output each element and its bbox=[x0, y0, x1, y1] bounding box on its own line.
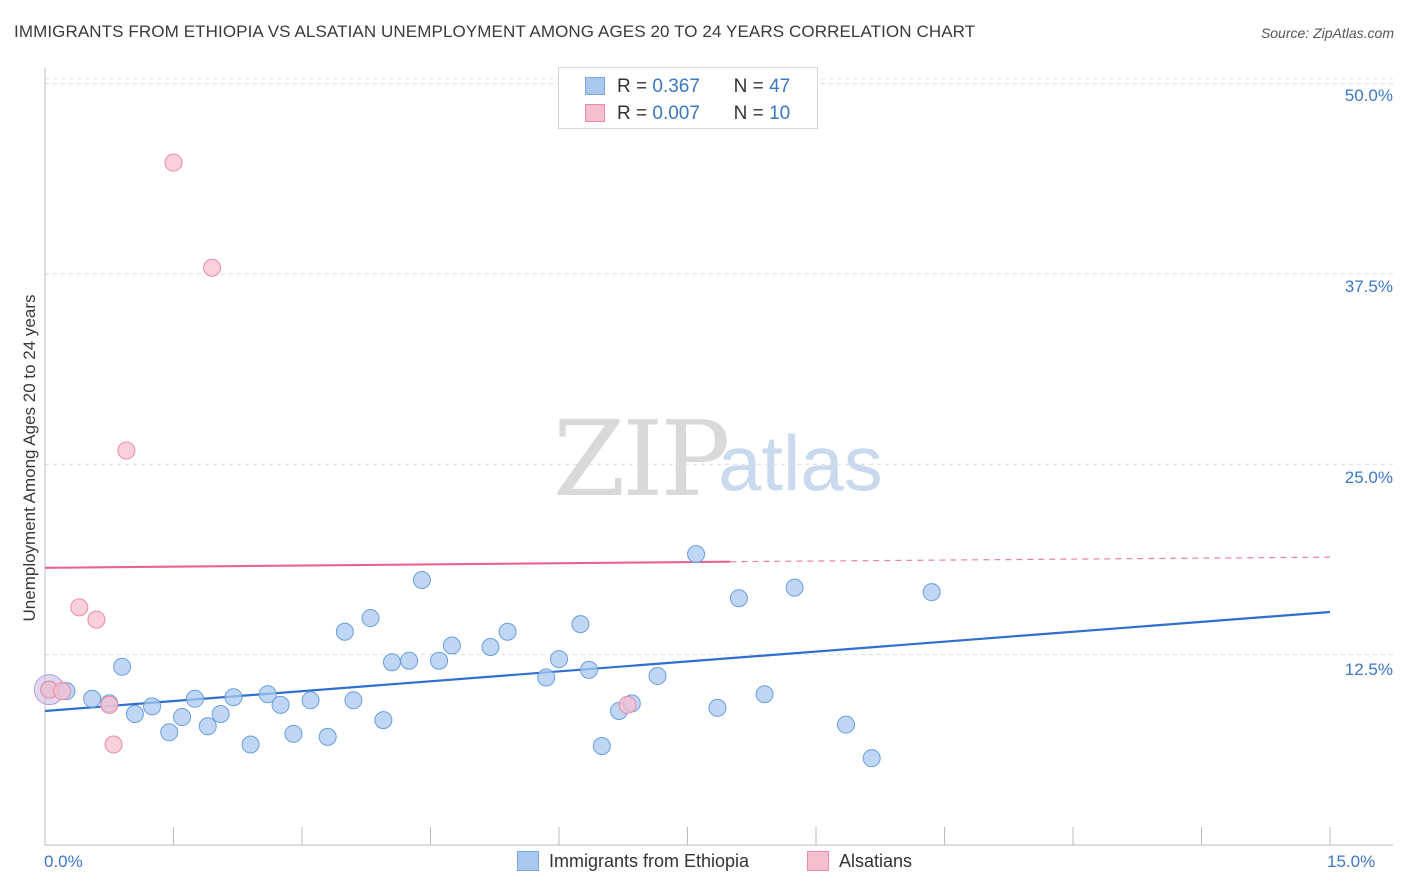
data-point bbox=[412, 570, 431, 589]
data-point bbox=[164, 153, 183, 172]
data-point bbox=[100, 695, 119, 714]
data-point bbox=[498, 622, 517, 641]
data-point bbox=[203, 258, 222, 277]
stats-swatch-ethiopia bbox=[585, 77, 605, 95]
data-point bbox=[836, 715, 855, 734]
data-point bbox=[729, 589, 748, 608]
data-point bbox=[117, 441, 136, 460]
chart-title: IMMIGRANTS FROM ETHIOPIA VS ALSATIAN UNE… bbox=[14, 22, 976, 41]
r-label: R = bbox=[617, 76, 648, 97]
data-point bbox=[382, 653, 401, 672]
data-points bbox=[33, 153, 941, 768]
y-axis-label: Unemployment Among Ages 20 to 24 years bbox=[20, 294, 39, 622]
legend-swatch-alsatians bbox=[807, 851, 829, 871]
data-point bbox=[862, 749, 881, 768]
data-point bbox=[70, 598, 89, 617]
y-tick-label: 12.5% bbox=[1344, 660, 1393, 679]
data-point bbox=[592, 737, 611, 755]
stats-swatch-alsatians bbox=[585, 104, 605, 122]
data-point bbox=[481, 638, 500, 656]
trend-line bbox=[44, 560, 731, 569]
trend-line-extension bbox=[730, 556, 1331, 563]
data-point bbox=[922, 583, 941, 602]
data-point bbox=[301, 691, 320, 710]
data-point bbox=[284, 724, 303, 743]
trend-lines bbox=[44, 556, 1331, 713]
data-point bbox=[224, 688, 243, 707]
legend-item-ethiopia[interactable]: Immigrants from Ethiopia bbox=[517, 851, 749, 872]
data-point bbox=[143, 697, 162, 716]
data-point bbox=[198, 717, 217, 736]
data-point bbox=[579, 660, 598, 679]
data-point bbox=[400, 651, 419, 670]
data-point bbox=[571, 615, 590, 634]
data-point bbox=[361, 609, 380, 628]
data-point bbox=[258, 685, 277, 704]
data-point bbox=[344, 691, 363, 710]
n-value: 10 bbox=[769, 103, 791, 124]
data-point bbox=[708, 698, 727, 717]
r-value: 0.007 bbox=[652, 103, 700, 124]
r-label: R = bbox=[617, 103, 648, 124]
data-point bbox=[537, 668, 556, 687]
watermark-atlas: atlas bbox=[718, 419, 883, 507]
legend-label: Alsatians bbox=[839, 851, 913, 871]
data-point bbox=[173, 708, 192, 727]
y-tick-label: 50.0% bbox=[1344, 86, 1393, 105]
legend-label: Immigrants from Ethiopia bbox=[549, 851, 750, 871]
data-point bbox=[335, 622, 354, 641]
data-point bbox=[83, 689, 102, 708]
r-value: 0.367 bbox=[652, 76, 700, 97]
data-point bbox=[442, 636, 461, 655]
data-point bbox=[318, 727, 337, 746]
watermark-zip: ZIP bbox=[553, 398, 730, 520]
gridlines bbox=[45, 78, 1393, 656]
n-label: N = bbox=[733, 103, 764, 124]
x-tick-label: 0.0% bbox=[44, 852, 83, 871]
data-point bbox=[785, 578, 804, 597]
legend-swatch-ethiopia bbox=[517, 851, 539, 871]
data-point bbox=[271, 695, 290, 714]
data-point bbox=[241, 735, 260, 754]
y-tick-label: 25.0% bbox=[1344, 468, 1393, 487]
stats-box: R = 0.367 N = 47 R = 0.007 N = 10 bbox=[558, 67, 818, 129]
data-point bbox=[160, 723, 179, 742]
data-point bbox=[87, 610, 106, 629]
data-point bbox=[185, 689, 204, 708]
data-point bbox=[687, 545, 706, 564]
y-tick-label: 37.5% bbox=[1344, 277, 1393, 296]
data-point bbox=[211, 705, 230, 724]
n-label: N = bbox=[733, 76, 764, 97]
data-point bbox=[550, 650, 568, 669]
data-point bbox=[113, 657, 132, 676]
data-point bbox=[374, 711, 393, 730]
data-point bbox=[648, 666, 667, 685]
axes bbox=[44, 68, 1393, 846]
data-point bbox=[618, 695, 637, 714]
data-point bbox=[125, 705, 144, 724]
data-point bbox=[755, 685, 774, 704]
data-point bbox=[430, 651, 449, 670]
data-point bbox=[53, 682, 72, 701]
data-point bbox=[104, 735, 123, 754]
legend-item-alsatians[interactable]: Alsatians bbox=[807, 851, 912, 872]
source-label: Source: ZipAtlas.com bbox=[1260, 25, 1394, 41]
n-value: 47 bbox=[769, 76, 791, 97]
x-tick-label: 15.0% bbox=[1327, 852, 1376, 871]
